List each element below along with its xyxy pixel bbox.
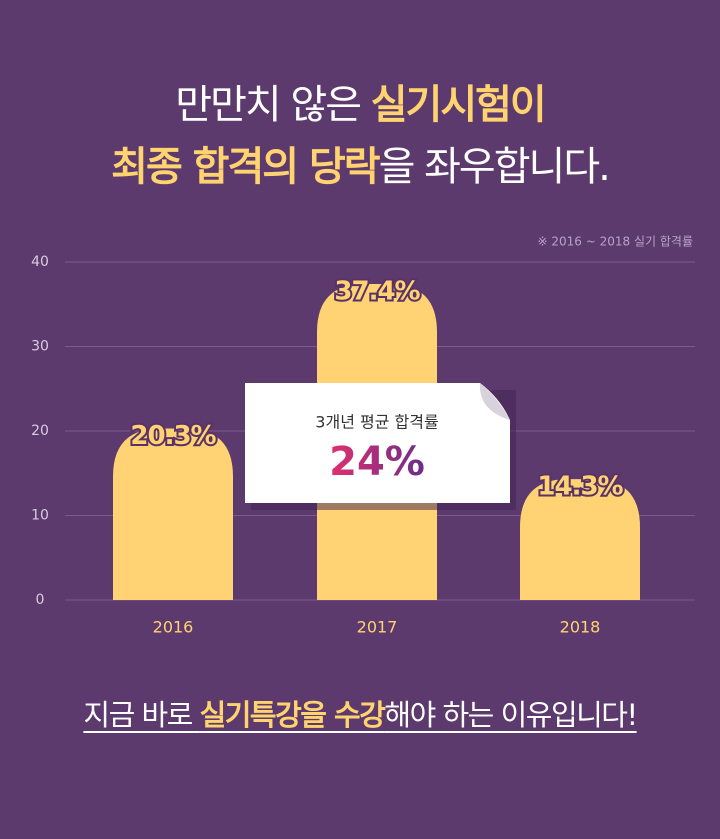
callout-text: 3개년 평균 합격률 [315,413,438,432]
title-highlight: 실기시험이 [370,82,547,128]
y-tick-label: 0 [36,592,45,608]
title-text: 만만치 않은 [175,82,371,128]
footer-line: 지금 바로 실기특강을 수강해야 하는 이유입니다! [83,698,638,732]
title-line: 최종 합격의 당락을 좌우합니다. [0,134,720,192]
y-tick-label: 40 [31,254,49,270]
bar [113,428,233,600]
value-label: 37.4% [334,276,420,306]
footer-highlight: 실기특강을 수강 [199,698,386,732]
title-highlight: 최종 합격의 당락 [111,144,380,190]
value-label: 14.3% [537,472,623,502]
footer: 지금 바로 실기특강을 수강해야 하는 이유입니다! [0,692,720,734]
x-tick-label: 2016 [153,618,194,637]
callout-box [245,383,510,503]
x-tick-label: 2017 [357,618,398,637]
bar [520,479,640,600]
value-label: 20.3% [130,421,216,451]
chart-note: ※ 2016 ~ 2018 실기 합격률 [538,235,693,249]
y-tick-label: 30 [31,339,49,355]
footer-text: 지금 바로 [83,698,200,732]
y-tick-label: 20 [31,423,49,439]
callout-curl [479,383,510,420]
title-text: 을 좌우합니다. [378,144,611,190]
y-tick-label: 10 [31,508,49,524]
callout-value: 24% [329,439,425,485]
x-tick-label: 2018 [560,618,601,637]
footer-text: 해야 하는 이유입니다! [384,698,638,732]
title-line: 만만치 않은 실기시험이 [0,72,720,130]
